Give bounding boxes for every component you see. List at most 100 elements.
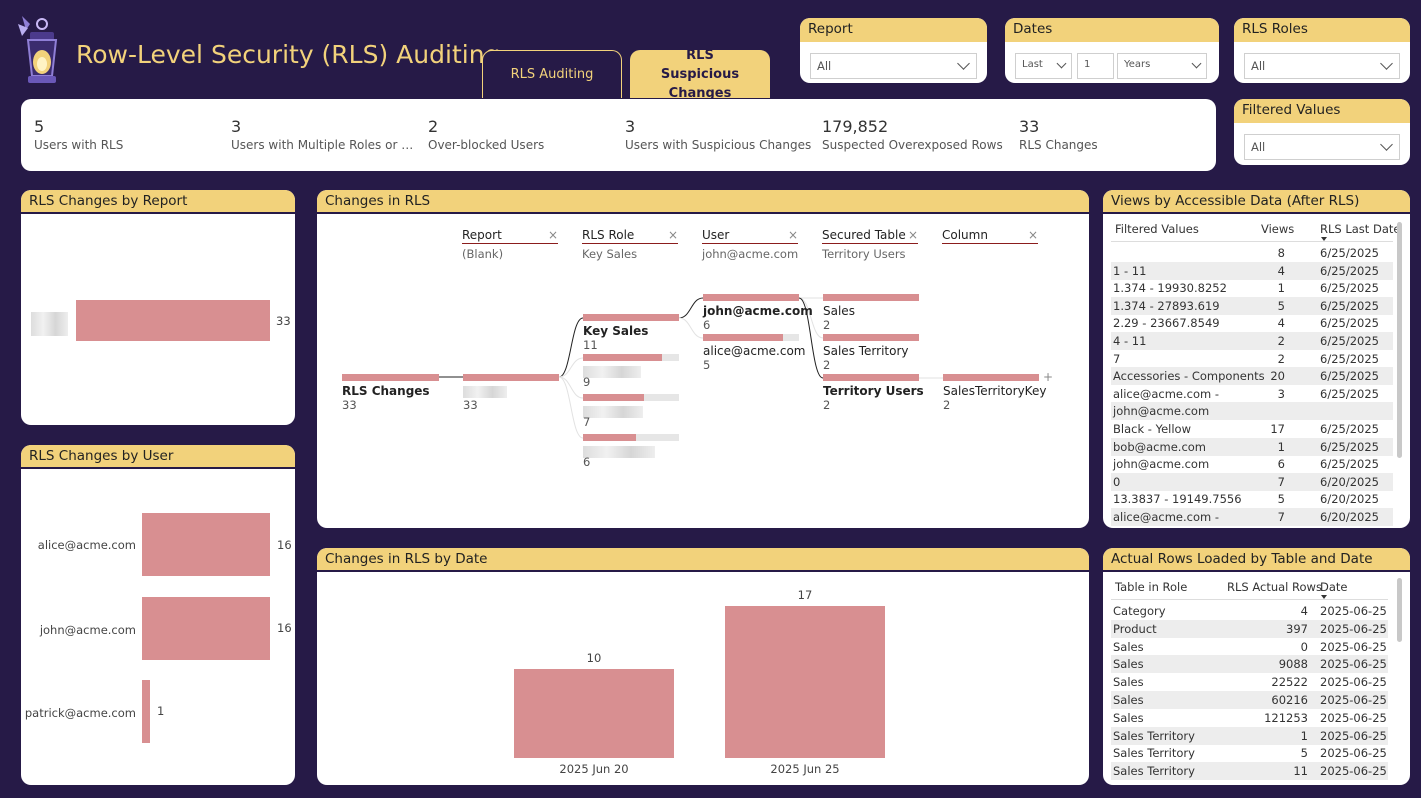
table-row[interactable]: Sales Territory 11 2025-06-25 bbox=[1111, 762, 1388, 781]
table-row[interactable]: 7 2 6/25/2025 bbox=[1111, 350, 1393, 368]
sort-desc-icon[interactable] bbox=[1321, 595, 1327, 599]
table-row[interactable]: 8 6/25/2025 bbox=[1111, 244, 1393, 262]
tree-node-user-alice[interactable]: alice@acme.com 5 bbox=[703, 334, 805, 372]
table-row[interactable]: john@acme.com bbox=[1111, 402, 1393, 421]
sort-desc-icon[interactable] bbox=[1321, 237, 1327, 241]
cell-date: 2025-06-25 bbox=[1320, 693, 1387, 707]
rls-roles-slicer: RLS Roles All bbox=[1234, 18, 1410, 83]
kpi-value: 33 bbox=[1019, 117, 1040, 136]
dropdown-value: Years bbox=[1124, 59, 1151, 70]
tree-node-table-territory-users[interactable]: Territory Users 2 bbox=[823, 374, 924, 412]
table-row[interactable]: Sales Territory 5 2025-06-25 bbox=[1111, 744, 1388, 762]
panel-title: Actual Rows Loaded by Table and Date bbox=[1103, 548, 1410, 572]
node-value: 7 bbox=[583, 415, 591, 429]
dates-unit-dropdown[interactable]: Years bbox=[1117, 53, 1207, 79]
report-dropdown[interactable]: All bbox=[810, 53, 977, 79]
rls-changes-by-report-panel: RLS Changes by Report 33 bbox=[21, 190, 295, 425]
cell-filtered-values: 1.374 - 27893.619 bbox=[1113, 298, 1220, 313]
cell-actual-rows: 60216 bbox=[1271, 693, 1308, 707]
table-row[interactable]: Sales Territory 1 2025-06-25 bbox=[1111, 726, 1388, 745]
dropdown-value: All bbox=[1251, 59, 1266, 73]
tree-node-role[interactable]: 6 bbox=[583, 434, 679, 469]
dates-count-input[interactable]: 1 bbox=[1077, 53, 1114, 79]
cell-views: 2 bbox=[1277, 351, 1285, 366]
node-value: 33 bbox=[342, 398, 357, 412]
tab-rls-suspicious-changes[interactable]: RLS Suspicious Changes bbox=[630, 48, 770, 101]
cell-date: 2025-06-25 bbox=[1320, 728, 1387, 743]
table-row[interactable]: alice@acme.com - 7 6/20/2025 bbox=[1111, 508, 1393, 526]
node-value: 2 bbox=[943, 398, 951, 412]
table-row[interactable]: alice@acme.com - 3 6/25/2025 bbox=[1111, 385, 1393, 403]
tree-node-user-john[interactable]: john@acme.com 6 bbox=[703, 294, 813, 332]
table-row[interactable]: 0 7 6/20/2025 bbox=[1111, 472, 1393, 491]
table-header: Table in Role RLS Actual Rows Date bbox=[1111, 578, 1388, 600]
changes-by-date-panel: Changes in RLS by Date 10 2025 Jun 20 17… bbox=[317, 548, 1089, 785]
table-row[interactable]: 13.3837 - 19149.7556 5 6/20/2025 bbox=[1111, 490, 1393, 508]
tree-node-role-key-sales[interactable]: Key Sales 11 bbox=[583, 314, 679, 352]
col-header[interactable]: Filtered Values bbox=[1115, 222, 1199, 236]
col-header[interactable]: RLS Last Date bbox=[1320, 222, 1401, 236]
table-row[interactable]: Sales 121253 2025-06-25 bbox=[1111, 709, 1388, 727]
table-row[interactable]: Sales 9088 2025-06-25 bbox=[1111, 655, 1388, 674]
col-header[interactable]: Date bbox=[1320, 580, 1348, 594]
table-row[interactable]: Sales 60216 2025-06-25 bbox=[1111, 691, 1388, 709]
cell-actual-rows: 22522 bbox=[1271, 675, 1308, 690]
tree-node-table-sales[interactable]: Sales 2 bbox=[823, 294, 919, 332]
table-row[interactable]: Product 397 2025-06-25 bbox=[1111, 619, 1388, 638]
tree-node-role[interactable]: 9 bbox=[583, 354, 679, 389]
cell-date: 2025-06-25 bbox=[1320, 657, 1387, 672]
cell-date: 6/25/2025 bbox=[1320, 386, 1379, 401]
expand-plus-icon[interactable]: + bbox=[1043, 370, 1054, 384]
cell-date: 6/25/2025 bbox=[1320, 439, 1379, 454]
table-row[interactable]: 4 - 11 2 6/25/2025 bbox=[1111, 332, 1393, 350]
user-bar[interactable] bbox=[142, 513, 270, 576]
cell-date: 6/25/2025 bbox=[1320, 369, 1379, 384]
tree-node-column[interactable]: SalesTerritoryKey 2 bbox=[943, 374, 1046, 412]
user-bar[interactable] bbox=[142, 680, 150, 743]
panel-title: Views by Accessible Data (After RLS) bbox=[1103, 190, 1410, 214]
level-selection: (Blank) bbox=[462, 247, 504, 261]
rls-roles-dropdown[interactable]: All bbox=[1244, 53, 1400, 79]
tree-node-report[interactable]: 33 bbox=[463, 374, 559, 412]
cell-actual-rows: 9088 bbox=[1278, 657, 1308, 672]
col-header[interactable]: Views bbox=[1261, 222, 1295, 236]
close-icon[interactable]: × bbox=[547, 228, 558, 242]
dates-mode-dropdown[interactable]: Last bbox=[1015, 53, 1072, 79]
user-bar[interactable] bbox=[142, 597, 270, 660]
table-row[interactable]: Category 4 2025-06-25 bbox=[1111, 602, 1388, 620]
table-row[interactable]: john@acme.com 6 6/25/2025 bbox=[1111, 455, 1393, 473]
col-header[interactable]: RLS Actual Rows bbox=[1227, 580, 1322, 594]
table-row[interactable]: Sales 0 2025-06-25 bbox=[1111, 638, 1388, 656]
col-header[interactable]: Table in Role bbox=[1115, 580, 1188, 594]
views-scrollbar[interactable] bbox=[1397, 222, 1402, 458]
tree-node-table-sales-territory[interactable]: Sales Territory 2 bbox=[823, 334, 919, 372]
date-bar[interactable] bbox=[514, 668, 674, 758]
tab-rls-auditing[interactable]: RLS Auditing bbox=[482, 50, 622, 98]
cell-views: 1 bbox=[1277, 439, 1285, 454]
tree-node-role[interactable]: 7 bbox=[583, 394, 679, 429]
table-row[interactable]: Black - Yellow 17 6/25/2025 bbox=[1111, 420, 1393, 438]
cell-views: 17 bbox=[1270, 422, 1285, 436]
close-icon[interactable]: × bbox=[907, 228, 918, 242]
filtered-values-dropdown[interactable]: All bbox=[1244, 134, 1400, 160]
table-row[interactable]: 1.374 - 27893.619 5 6/25/2025 bbox=[1111, 296, 1393, 315]
cell-date: 2025-06-25 bbox=[1320, 675, 1387, 690]
date-bar[interactable] bbox=[725, 606, 885, 758]
close-icon[interactable]: × bbox=[667, 228, 678, 242]
close-icon[interactable]: × bbox=[1027, 228, 1038, 242]
table-row[interactable]: 1.374 - 19930.8252 1 6/25/2025 bbox=[1111, 279, 1393, 297]
table-row[interactable]: bob@acme.com 1 6/25/2025 bbox=[1111, 437, 1393, 456]
cell-actual-rows: 11 bbox=[1293, 764, 1308, 779]
chevron-down-icon bbox=[1191, 58, 1202, 69]
cell-table-in-role: Sales bbox=[1113, 639, 1144, 654]
level-selection: Territory Users bbox=[822, 247, 906, 261]
close-icon[interactable]: × bbox=[787, 228, 798, 242]
table-row[interactable]: 1 - 11 4 6/25/2025 bbox=[1111, 261, 1393, 280]
table-row[interactable]: Sales 22522 2025-06-25 bbox=[1111, 673, 1388, 691]
node-value: 2 bbox=[823, 358, 831, 372]
rows-scrollbar[interactable] bbox=[1397, 578, 1402, 642]
table-row[interactable]: Accessories - Components 20 6/25/2025 bbox=[1111, 367, 1393, 386]
report-bar[interactable] bbox=[76, 300, 270, 341]
tree-node-root[interactable]: RLS Changes 33 bbox=[342, 374, 439, 412]
table-row[interactable]: 2.29 - 23667.8549 4 6/25/2025 bbox=[1111, 314, 1393, 332]
